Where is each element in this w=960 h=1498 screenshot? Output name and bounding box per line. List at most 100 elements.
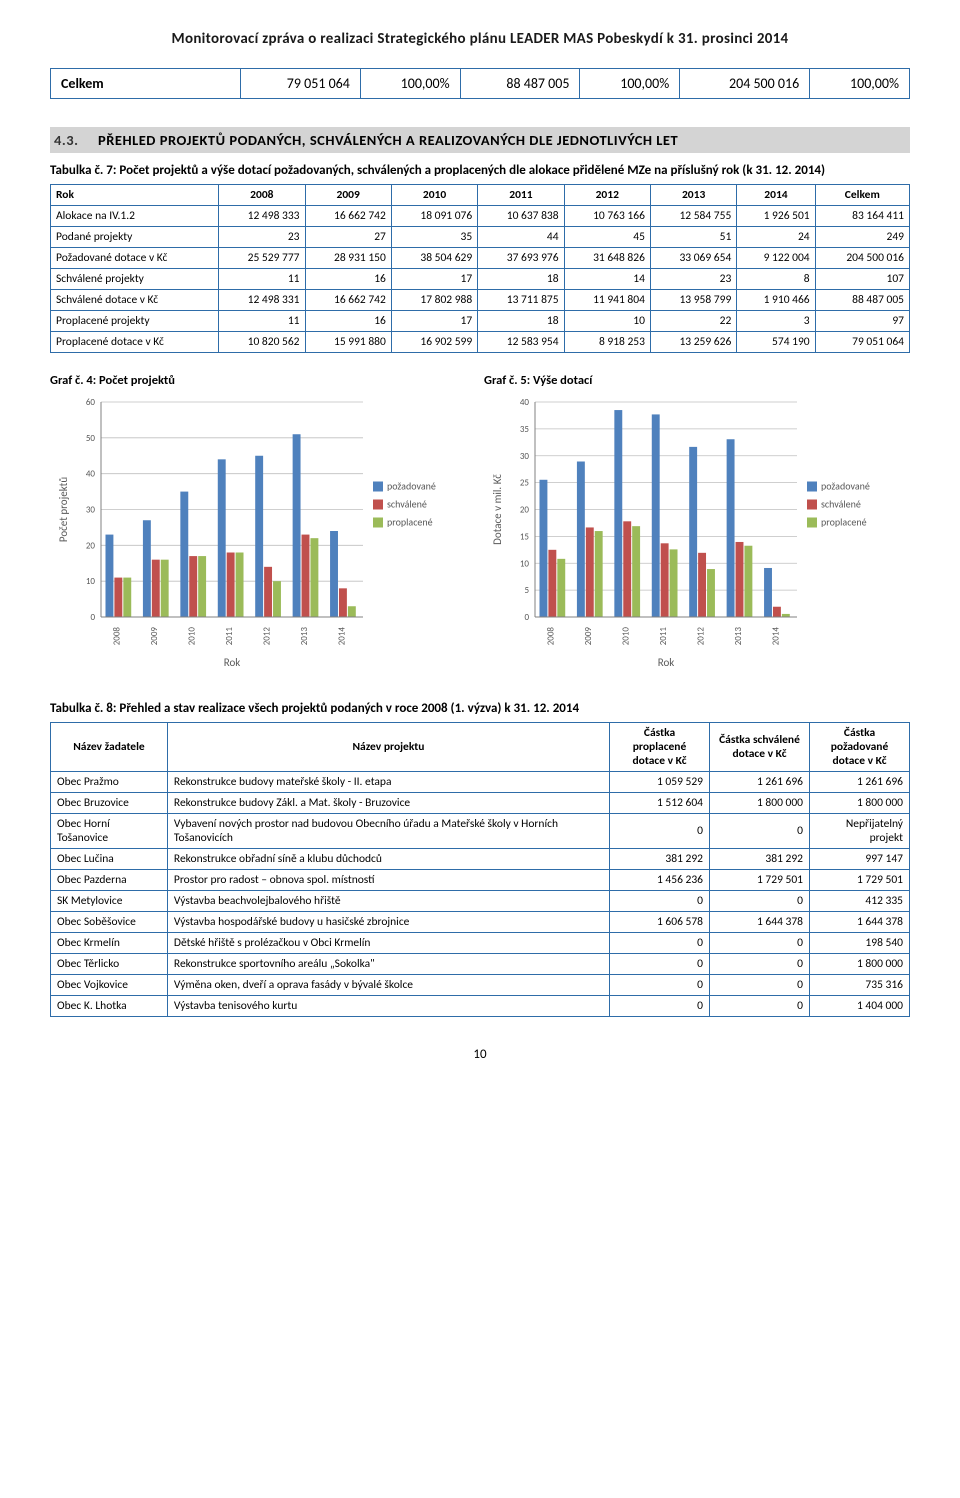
svg-text:2014: 2014 (336, 627, 347, 646)
tab7-cell: 107 (815, 269, 909, 290)
tab7-cell: 37 693 976 (478, 248, 564, 269)
tab7-cell: 51 (650, 227, 736, 248)
tab7-cell: 24 (737, 227, 815, 248)
tab7-col: 2010 (391, 185, 477, 206)
tab8-col: Název žadatele (51, 723, 168, 772)
tab7-col: 2008 (219, 185, 305, 206)
tab8-cell: Obec Soběšovice (51, 912, 168, 933)
summary-c3: 100,00% (580, 69, 680, 99)
summary-label: Celkem (51, 69, 241, 99)
tab8-cell: 1 644 378 (710, 912, 810, 933)
page-number: 10 (50, 1047, 910, 1062)
chart1-title: Graf č. 4: Počet projektů (50, 373, 476, 388)
tab8-cell: Obec Pazderna (51, 870, 168, 891)
tab7-cell: 23 (219, 227, 305, 248)
tab8-cell: Prostor pro radost – obnova spol. místno… (167, 870, 609, 891)
tab7-cell: 13 259 626 (650, 332, 736, 353)
tab7-cell: 16 (305, 311, 391, 332)
tab8-col: Částka schválené dotace v Kč (710, 723, 810, 772)
svg-text:5: 5 (524, 585, 529, 596)
tab7-cell: 38 504 629 (391, 248, 477, 269)
tab8-cell: Nepřijatelný projekt (810, 814, 910, 849)
tab8-cell: 1 261 696 (710, 772, 810, 793)
tab8-cell: Rekonstrukce budovy Zákl. a Mat. školy -… (167, 793, 609, 814)
tab7-cell: Požadované dotace v Kč (51, 248, 219, 269)
tab7-cell: 8 (737, 269, 815, 290)
svg-text:2009: 2009 (149, 627, 160, 646)
tab8-caption: Tabulka č. 8: Přehled a stav realizace v… (50, 701, 910, 716)
tab8-cell: 0 (610, 975, 710, 996)
summary-c0: 79 051 064 (241, 69, 361, 99)
svg-text:2010: 2010 (621, 627, 632, 646)
svg-text:40: 40 (86, 469, 96, 480)
svg-text:30: 30 (86, 505, 96, 516)
tab7-cell: 3 (737, 311, 815, 332)
tab7-col: 2009 (305, 185, 391, 206)
tab7-cell: 574 190 (737, 332, 815, 353)
table-7: Rok2008200920102011201220132014CelkemAlo… (50, 184, 910, 353)
tab7-cell: 28 931 150 (305, 248, 391, 269)
tab7-cell: 9 122 004 (737, 248, 815, 269)
tab8-cell: 735 316 (810, 975, 910, 996)
tab8-cell: 1 404 000 (810, 996, 910, 1017)
tab7-cell: 17 (391, 269, 477, 290)
tab7-cell: 10 820 562 (219, 332, 305, 353)
svg-text:proplacené: proplacené (387, 516, 433, 529)
chart2-title: Graf č. 5: Výše dotací (484, 373, 910, 388)
tab7-cell: 1 926 501 (737, 206, 815, 227)
page-header: Monitorovací zpráva o realizaci Strategi… (50, 30, 910, 48)
tab7-cell: 204 500 016 (815, 248, 909, 269)
summary-c1: 100,00% (360, 69, 460, 99)
tab7-cell: 12 498 331 (219, 290, 305, 311)
tab8-cell: 1 456 236 (610, 870, 710, 891)
tab7-col: 2012 (564, 185, 650, 206)
tab8-cell: 0 (610, 954, 710, 975)
tab7-cell: 13 711 875 (478, 290, 564, 311)
tab7-col: 2013 (650, 185, 736, 206)
svg-text:10: 10 (520, 558, 530, 569)
svg-text:schválené: schválené (387, 498, 427, 511)
tab7-cell: Podané projekty (51, 227, 219, 248)
tab8-cell: Výstavba beachvolejbalového hřiště (167, 891, 609, 912)
tab8-cell: 0 (610, 933, 710, 954)
svg-text:schválené: schválené (821, 498, 861, 511)
tab7-cell: 16 902 599 (391, 332, 477, 353)
tab7-cell: Schválené dotace v Kč (51, 290, 219, 311)
tab8-col: Částka proplacené dotace v Kč (610, 723, 710, 772)
tab8-cell: Dětské hřiště s prolézačkou v Obci Krmel… (167, 933, 609, 954)
svg-text:20: 20 (86, 540, 96, 551)
tab7-col: Rok (51, 185, 219, 206)
svg-text:35: 35 (520, 424, 530, 435)
tab8-cell: 1 800 000 (710, 793, 810, 814)
tab8-cell: 0 (610, 996, 710, 1017)
tab8-cell: 997 147 (810, 849, 910, 870)
tab8-col: Částka požadované dotace v Kč (810, 723, 910, 772)
table-8: Název žadateleNázev projektuČástka propl… (50, 722, 910, 1017)
tab8-cell: 0 (710, 975, 810, 996)
tab7-cell: 11 (219, 269, 305, 290)
tab7-col: Celkem (815, 185, 909, 206)
tab8-cell: Rekonstrukce obřadní síně a klubu důchod… (167, 849, 609, 870)
tab7-cell: 45 (564, 227, 650, 248)
section-num: 4.3. (50, 131, 90, 149)
tab7-cell: 79 051 064 (815, 332, 909, 353)
tab7-cell: 23 (650, 269, 736, 290)
tab7-cell: 17 802 988 (391, 290, 477, 311)
tab7-cell: 1 910 466 (737, 290, 815, 311)
tab7-cell: 22 (650, 311, 736, 332)
svg-text:2008: 2008 (546, 627, 557, 646)
tab7-cell: 88 487 005 (815, 290, 909, 311)
tab7-cell: 13 958 799 (650, 290, 736, 311)
tab7-col: 2011 (478, 185, 564, 206)
tab7-cell: 12 583 954 (478, 332, 564, 353)
tab7-cell: 14 (564, 269, 650, 290)
tab7-cell: 15 991 880 (305, 332, 391, 353)
tab7-cell: Schválené projekty (51, 269, 219, 290)
tab8-cell: 0 (710, 814, 810, 849)
tab7-cell: 18 (478, 311, 564, 332)
tab7-cell: Proplacené projekty (51, 311, 219, 332)
tab7-col: 2014 (737, 185, 815, 206)
svg-text:25: 25 (520, 478, 530, 489)
section-header: 4.3. PŘEHLED PROJEKTŮ PODANÝCH, SCHVÁLEN… (50, 127, 910, 153)
svg-text:40: 40 (520, 397, 530, 408)
